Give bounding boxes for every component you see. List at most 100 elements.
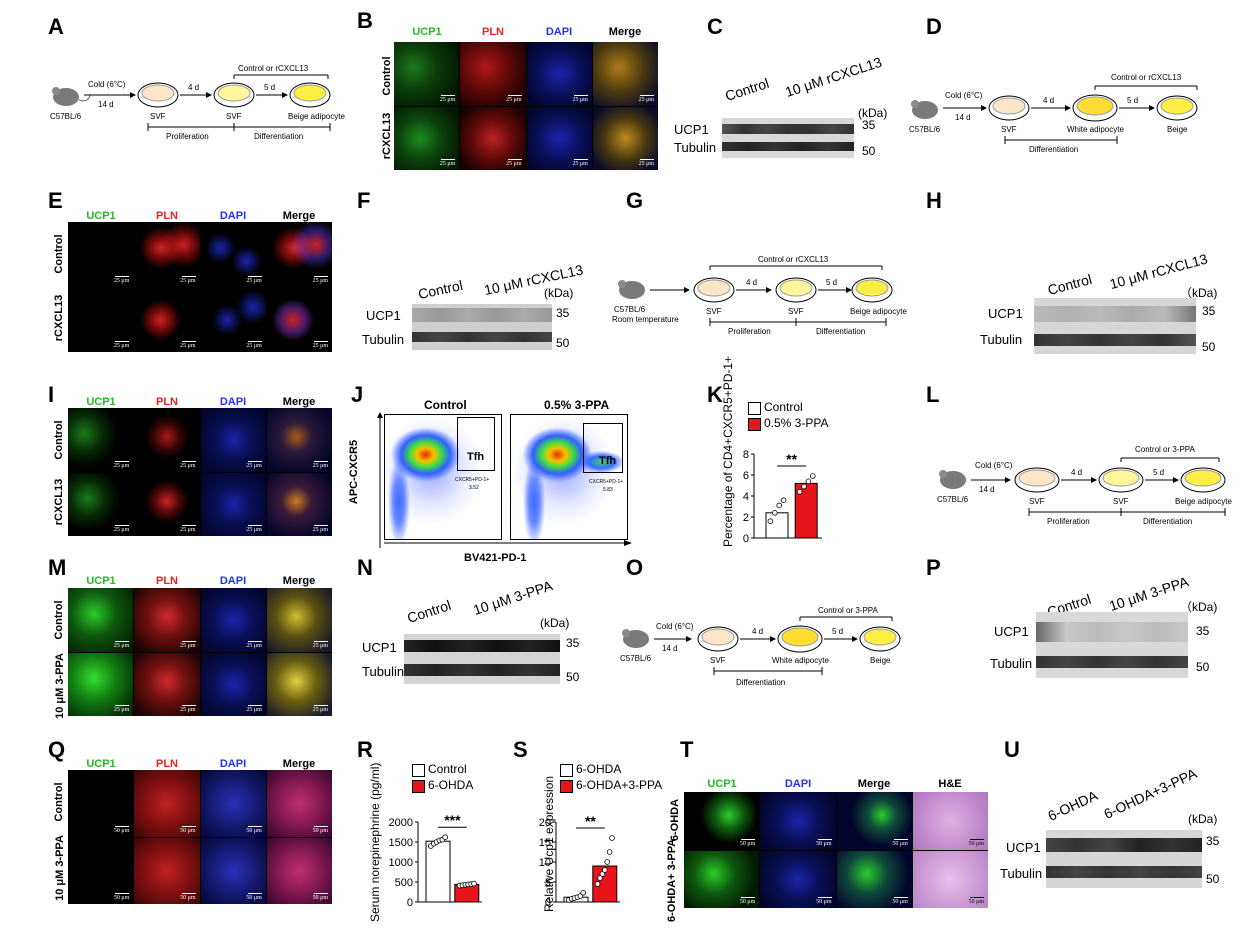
data-point xyxy=(602,867,608,873)
y-tick-label: 10 xyxy=(539,857,551,869)
protein-label: Tubulin xyxy=(980,332,1023,347)
channel-label: PLN xyxy=(482,26,504,38)
phase1-label: Proliferation xyxy=(1047,517,1090,526)
panel-label-n: N xyxy=(357,555,373,580)
western-blot-c xyxy=(722,118,854,158)
schematic-l: C57BL/6 Cold (6°C) 14 d SVF 4 d SVF 5 d … xyxy=(937,445,1232,526)
step2-label: 5 d xyxy=(826,278,837,287)
dish1-label: SVF xyxy=(706,307,722,316)
channel-label: Merge xyxy=(282,396,316,408)
panel-label-m: M xyxy=(48,555,67,580)
mouse-label: C57BL/6 xyxy=(909,125,941,134)
y-tick-label: 2000 xyxy=(389,817,413,829)
kda-label: （kDa) xyxy=(1180,286,1218,300)
phase-label: Differentiation xyxy=(1029,145,1078,154)
dish2-label: SVF xyxy=(788,307,804,316)
step1-label: 4 d xyxy=(752,627,763,636)
channel-label: DAPI xyxy=(784,778,812,790)
schematic-d: C57BL/6 Cold (6°C) 14 d SVF 4 d White ad… xyxy=(909,73,1198,154)
mouse-icon xyxy=(911,100,938,119)
panel-label-h: H xyxy=(926,188,942,213)
mouse-label: C57BL/6 xyxy=(937,495,969,504)
kda-label: (kDa) xyxy=(544,286,574,300)
group-label: 10 μM rCXCL13 xyxy=(783,53,884,100)
y-tick-label: 5 xyxy=(545,877,551,889)
mw-label: 35 xyxy=(1196,624,1210,638)
group-label: 6-OHDA xyxy=(1045,787,1100,824)
phase2-label: Differentiation xyxy=(254,132,303,141)
channel-label: UCP1 xyxy=(86,575,116,587)
mouse-icon xyxy=(618,280,645,299)
legend-swatch xyxy=(412,764,425,777)
dish3-label: Beige xyxy=(870,656,891,665)
bar xyxy=(425,840,451,903)
row-label: 6-OHDA+ 3-PPA xyxy=(666,838,678,922)
dish1-label: SVF xyxy=(1029,497,1045,506)
channel-label: UCP1 xyxy=(86,210,116,222)
temp-label: Room temperature xyxy=(612,315,679,324)
kda-label: (kDa) xyxy=(858,106,888,120)
microscopy-grid-i: 25 μm 25 μm 25 μm 25 μm 25 μm 25 μm 25 μ… xyxy=(68,408,332,536)
flow-plot-control: Tfh CXCR5+PD-1+ 3.52 xyxy=(384,414,502,540)
panel-label-l: L xyxy=(926,382,940,407)
legend-swatch xyxy=(748,402,761,415)
dish3-label: Beige xyxy=(1167,125,1188,134)
legend-swatch xyxy=(748,418,761,431)
microscopy-grid-e: 25 μm 25 μm 25 μm 25 μm 25 μm 25 μm 25 μ… xyxy=(68,222,332,352)
data-point xyxy=(767,518,774,524)
channel-label: PLN xyxy=(156,758,178,770)
dish3-label: Beige adipocyte xyxy=(288,112,345,121)
protein-label: UCP1 xyxy=(988,306,1023,321)
channel-label: DAPI xyxy=(219,575,247,587)
schematic-a: C57BL/6 Cold (6°C) 14 d SVF 4 d SVF 5 d … xyxy=(50,64,345,141)
data-point xyxy=(801,483,807,490)
data-point xyxy=(604,859,610,865)
cold-label: Cold (6°C) xyxy=(945,91,983,100)
tfh-gate xyxy=(457,417,495,471)
flow-plot-treated: Tfh CXCR5+PD-1+ 5.83 xyxy=(510,414,628,540)
row-label: Control xyxy=(53,782,65,822)
channel-label: Merge xyxy=(282,575,316,587)
bar-chart-k: 0 2 4 6 8 ** xyxy=(743,449,822,545)
gate-value: 3.52 xyxy=(469,485,479,491)
protein-label: Tubulin xyxy=(990,656,1033,671)
microscopy-grid-m: 25 μm 25 μm 25 μm 25 μm 25 μm 25 μm 25 μ… xyxy=(68,588,332,716)
data-point xyxy=(597,875,603,881)
mw-label: 35 xyxy=(566,636,580,650)
mw-label: 50 xyxy=(1196,660,1210,674)
legend-label: 6-OHDA xyxy=(576,762,622,776)
treatment-label: Control or 3-PPA xyxy=(818,606,879,615)
step1-label: 4 d xyxy=(1071,468,1082,477)
protein-label: UCP1 xyxy=(366,308,401,323)
kda-label: （kDa) xyxy=(1180,600,1218,614)
protein-label: Tubulin xyxy=(362,664,405,679)
data-point xyxy=(810,473,816,479)
channel-label: DAPI xyxy=(219,210,247,222)
gate-label: Tfh xyxy=(467,451,485,463)
y-tick-label: 20 xyxy=(539,817,551,829)
western-blot-u xyxy=(1046,830,1202,888)
y-tick-label: 500 xyxy=(395,877,413,889)
mouse-label: C57BL/6 xyxy=(50,112,82,121)
tfh-gate xyxy=(583,423,623,473)
data-point xyxy=(594,881,601,887)
step2-label: 5 d xyxy=(1127,96,1138,105)
channel-label: Merge xyxy=(608,26,642,38)
mouse-icon xyxy=(939,470,966,489)
row-label: rCXCL13 xyxy=(53,478,65,526)
dish2-label: SVF xyxy=(1113,497,1129,506)
panel-label-s: S xyxy=(513,737,528,762)
dish2-label: SVF xyxy=(226,112,242,121)
y-tick-label: 0 xyxy=(743,533,749,545)
y-tick-label: 1500 xyxy=(389,837,413,849)
mw-label: 50 xyxy=(556,336,570,350)
group-label: Control xyxy=(416,276,465,302)
protein-label: UCP1 xyxy=(1006,840,1041,855)
y-tick-label: 8 xyxy=(743,449,749,461)
microscopy-grid-q: 50 μm 50 μm 50 μm 50 μm 50 μm 50 μm 50 μ… xyxy=(68,770,332,904)
protein-label: UCP1 xyxy=(674,122,709,137)
protein-label: Tubulin xyxy=(1000,866,1043,881)
days-label: 14 d xyxy=(662,644,678,653)
phase1-label: Proliferation xyxy=(166,132,209,141)
dish2-label: White adipocyte xyxy=(1067,125,1124,134)
